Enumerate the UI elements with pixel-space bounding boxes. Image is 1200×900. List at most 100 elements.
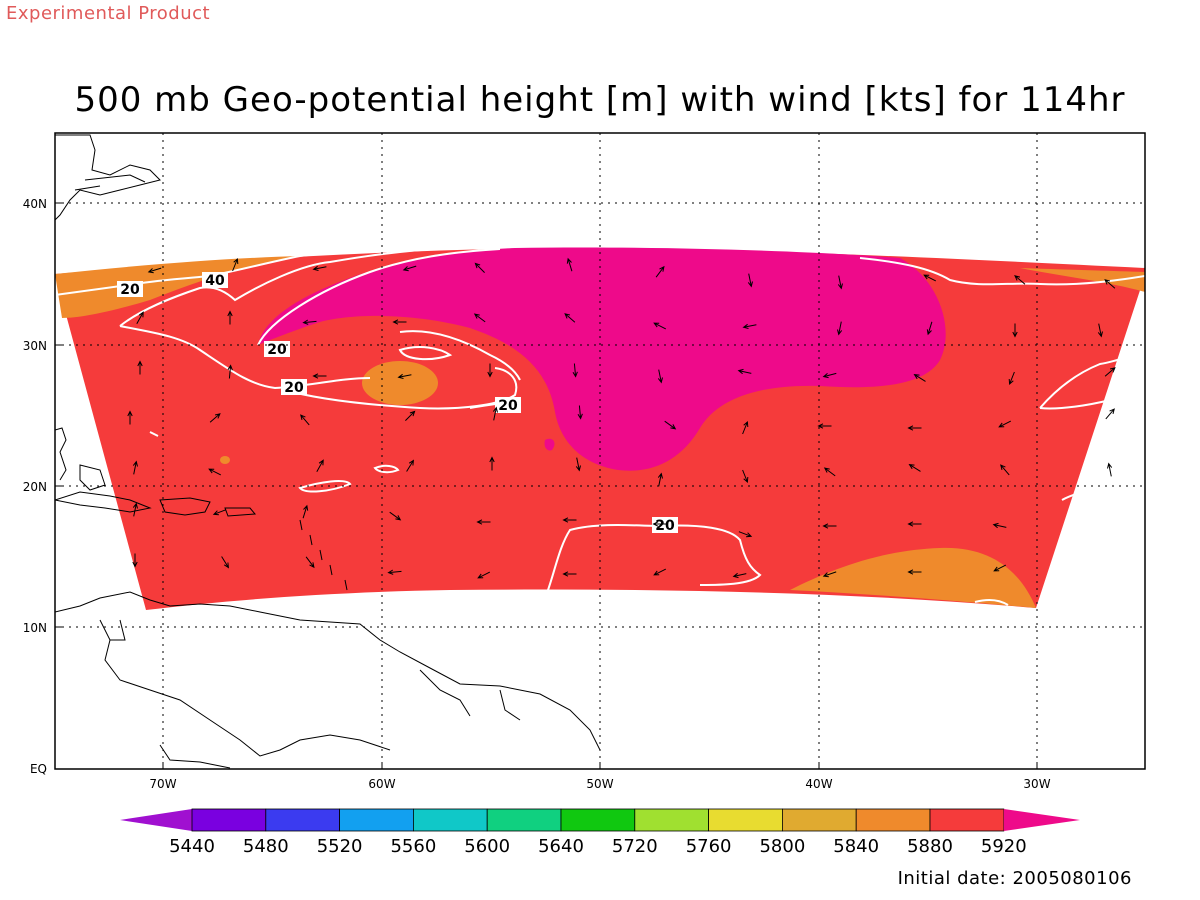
wind-arrow <box>657 472 663 487</box>
wind-arrow <box>738 531 753 538</box>
wind-arrow <box>837 321 843 336</box>
wind-arrow <box>312 265 327 271</box>
wind-arrow <box>316 459 324 472</box>
height-fill-above-5920-tail <box>544 438 555 451</box>
colorbar-level-label: 5640 <box>538 836 584 857</box>
wind-arrow <box>1104 367 1116 377</box>
wind-arrow <box>1014 275 1026 285</box>
wind-arrow <box>389 511 402 521</box>
wind-arrow <box>305 556 315 569</box>
wind-arrow <box>926 321 933 336</box>
wind-arrow <box>232 257 239 272</box>
wind-arrow <box>923 274 937 282</box>
wind-arrow <box>822 571 837 578</box>
colorbar-swatch <box>634 808 709 832</box>
wind-arrow <box>212 509 227 516</box>
wind-arrow <box>566 257 573 272</box>
wind-arrow <box>913 373 926 382</box>
wind-arrow <box>476 519 491 525</box>
colorbar-swatch <box>782 808 857 832</box>
wind-arrow <box>132 460 138 475</box>
wind-arrow <box>992 522 1007 529</box>
axis-ticks <box>55 202 1038 769</box>
wind-arrow <box>652 521 667 527</box>
colorbar-swatch <box>855 808 931 832</box>
wind-arrow <box>136 311 144 324</box>
wind-arrow <box>402 265 417 272</box>
lon-label: 40W <box>805 777 832 791</box>
lat-label: 30N <box>23 339 47 353</box>
colorbar-swatch <box>560 808 636 832</box>
chart-title: 500 mb Geo-potential height [m] with win… <box>74 80 1126 120</box>
wind-arrow <box>492 406 498 421</box>
wind-arrow <box>737 368 752 375</box>
wind-arrow <box>664 420 677 430</box>
height-fill-5880-spot <box>220 456 230 464</box>
colorbar-level-label: 5520 <box>317 836 363 857</box>
wind-arrow <box>1097 323 1103 338</box>
wind-contour-label: 20 <box>267 342 287 358</box>
height-fill-5880-northwest <box>55 256 300 318</box>
wind-arrow <box>562 517 577 523</box>
lat-lon-grid <box>55 133 1145 769</box>
wind-arrow <box>1008 371 1015 386</box>
wind-arrow <box>392 319 407 325</box>
wind-arrow <box>487 363 493 378</box>
latitude-labels: 40N 30N 20N 10N EQ <box>23 197 47 776</box>
wind-arrow <box>473 313 486 323</box>
lat-label: 40N <box>23 197 47 211</box>
lon-label: 50W <box>586 777 613 791</box>
colorbar-level-label: 5760 <box>686 836 732 857</box>
colorbar-swatch <box>708 808 783 832</box>
wind-arrow <box>817 423 832 429</box>
wind-contour-label: 20 <box>284 380 304 396</box>
wind-vectors <box>127 257 1116 579</box>
wind-arrow <box>907 425 922 431</box>
wind-arrow <box>387 569 402 575</box>
colorbar-labels: 5440 5480 5520 5560 5600 5640 5720 5760 5800 5840… <box>169 836 1027 857</box>
wind-arrow <box>653 568 667 576</box>
wind-contour-label-group: 20 40 20 20 20 20 <box>117 272 678 534</box>
wind-arrow <box>227 364 233 379</box>
wind-arrow <box>137 360 143 375</box>
wind-arrow <box>572 363 578 378</box>
wind-arrow <box>474 262 485 273</box>
wind-arrow <box>742 469 749 484</box>
wind-arrow <box>655 265 665 278</box>
wind-arrow <box>822 372 837 379</box>
colorbar-left-arrow <box>120 809 192 831</box>
colorbar-swatch <box>412 808 488 832</box>
lon-label: 70W <box>149 777 176 791</box>
wind-arrow <box>908 463 921 472</box>
colorbar-right-arrow <box>1003 809 1080 831</box>
colorbar-level-label: 5920 <box>981 836 1027 857</box>
wind-arrow <box>653 322 667 330</box>
wind-arrow <box>397 373 412 379</box>
wind-arrow <box>1107 462 1113 477</box>
colorbar-swatch <box>191 808 267 832</box>
wind-arrow <box>208 468 222 476</box>
wind-arrow <box>405 410 416 421</box>
wind-arrow <box>147 267 162 274</box>
wind-arrow <box>227 310 233 325</box>
wind-arrow <box>907 569 922 575</box>
colorbar-level-label: 5440 <box>169 836 215 857</box>
experimental-product-note: Experimental Product <box>6 3 211 24</box>
lat-label: 10N <box>23 621 47 635</box>
colorbar-level-label: 5800 <box>759 836 805 857</box>
lat-label: EQ <box>30 762 47 776</box>
wind-speed-contours <box>55 247 1145 606</box>
wind-arrow <box>907 521 922 527</box>
wind-arrow <box>127 410 133 425</box>
coastlines <box>55 134 601 769</box>
wind-arrow <box>564 313 576 323</box>
wind-arrow <box>1104 279 1116 289</box>
wind-arrow <box>1105 408 1115 420</box>
wind-arrow <box>1012 323 1018 338</box>
colorbar-swatch <box>929 808 1005 832</box>
height-fill-5880-northeast <box>1020 268 1145 292</box>
height-fill-above-5920 <box>258 247 946 471</box>
height-fill-5880-southeast <box>790 547 1036 608</box>
wind-contour-label: 20 <box>120 282 140 298</box>
wind-arrow <box>732 572 747 579</box>
